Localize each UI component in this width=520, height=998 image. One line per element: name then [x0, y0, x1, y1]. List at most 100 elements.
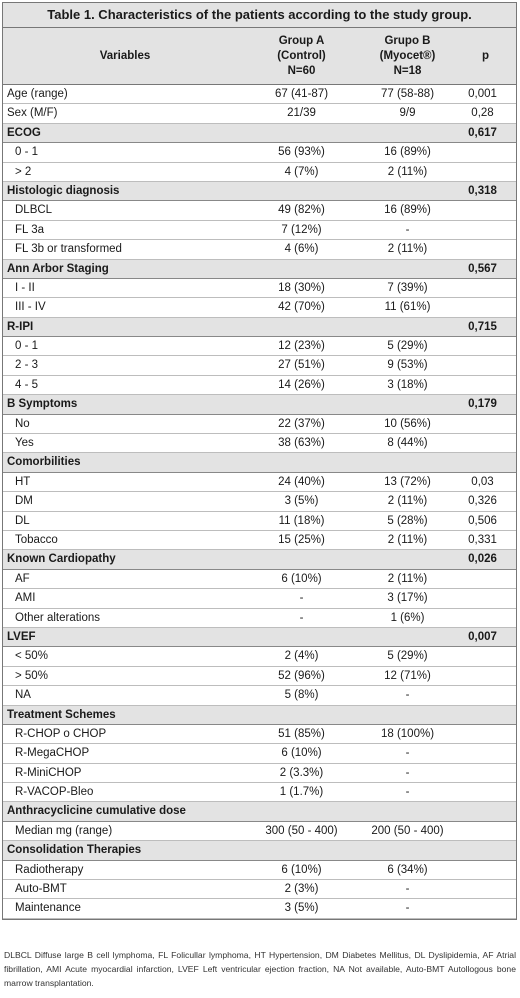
group-b-value: 9/9	[399, 107, 416, 120]
table-row: Median mg (range) 300 (50 - 400) 200 (50 -…	[3, 822, 516, 842]
group-a-value: 300 (50 - 400)	[265, 824, 338, 837]
footnote-line: ventricular ejection fraction, NA Not av…	[4, 964, 516, 988]
group-b-value: 2 (11%)	[387, 243, 428, 256]
table-row: 0 - 1 12 (23%) 5 (29%)	[3, 337, 516, 357]
group-b-value: -	[405, 223, 410, 236]
group-a-value	[243, 453, 360, 471]
row-label: R-IPI	[7, 320, 34, 333]
group-b-value: 5 (29%)	[387, 340, 428, 353]
table-row: DM 3 (5%) 2 (11%) 0,326	[3, 492, 516, 512]
table-row: FL 3a 7 (12%) -	[3, 221, 516, 241]
row-label: AF	[15, 572, 30, 585]
p-value	[455, 899, 516, 917]
group-b-value: 1 (6%)	[390, 611, 425, 624]
table-body: Age (range) 67 (41-87) 77 (58-88) 0,001 Sex …	[3, 85, 516, 919]
p-value: 0,617	[468, 126, 497, 139]
group-a-value: 14 (26%)	[278, 378, 325, 391]
table-row: AMI - 3 (17%)	[3, 589, 516, 609]
table-section-row: Treatment Schemes	[3, 705, 516, 725]
group-b-value	[360, 802, 455, 820]
table-row: Sex (M/F) 21/39 9/9 0,28	[3, 104, 516, 124]
table-row: 4 - 5 14 (26%) 3 (18%)	[3, 376, 516, 396]
p-value	[455, 647, 516, 665]
header-p: p	[481, 49, 490, 62]
group-b-value	[360, 182, 455, 200]
row-label: LVEF	[7, 630, 36, 643]
row-label: NA	[15, 689, 31, 702]
table-section-row: Known Cardiopathy 0,026	[3, 550, 516, 570]
row-label: FL 3a	[15, 223, 44, 236]
p-value	[455, 667, 516, 685]
group-b-value: -	[405, 902, 410, 915]
p-value: 0,179	[468, 398, 497, 411]
row-label: III - IV	[15, 301, 46, 314]
group-a-value	[243, 802, 360, 820]
group-b-value	[360, 395, 455, 413]
group-b-value: 6 (34%)	[387, 863, 428, 876]
p-value	[455, 609, 516, 627]
row-label: FL 3b or transformed	[15, 243, 122, 256]
table-row: Tobacco 15 (25%) 2 (11%) 0,331	[3, 531, 516, 551]
group-b-value: 3 (18%)	[387, 378, 428, 391]
table-row: DLBCL 49 (82%) 16 (89%)	[3, 201, 516, 221]
group-b-value: 13 (72%)	[384, 475, 431, 488]
row-label: 0 - 1	[15, 146, 39, 159]
group-b-value	[360, 550, 455, 568]
group-a-value: 12 (23%)	[278, 340, 325, 353]
group-b-value: 16 (89%)	[384, 204, 431, 217]
table-row: No 22 (37%) 10 (56%)	[3, 415, 516, 435]
header-group-a-line: (Control)	[277, 49, 326, 62]
table-row: R-MegaCHOP 6 (10%) -	[3, 744, 516, 764]
row-label: DL	[15, 514, 30, 527]
row-label: 0 - 1	[15, 340, 39, 353]
group-b-value: 5 (29%)	[387, 650, 428, 663]
group-a-value: 2 (3.3%)	[279, 766, 324, 779]
group-b-value	[360, 318, 455, 336]
table-section-row: Consolidation Therapies	[3, 841, 516, 861]
row-label: Known Cardiopathy	[7, 553, 116, 566]
table-row: R-VACOP-Bleo 1 (1.7%) -	[3, 783, 516, 803]
group-a-value	[243, 182, 360, 200]
group-a-value	[243, 395, 360, 413]
p-value: 0,007	[468, 630, 497, 643]
footnote-line: DLBCL Diffuse large B cell lymphoma, FL …	[4, 950, 377, 960]
group-b-value: -	[405, 766, 410, 779]
table-row: Auto-BMT 2 (3%) -	[3, 880, 516, 900]
row-label: ECOG	[7, 126, 41, 139]
p-value	[455, 686, 516, 704]
row-label: R-VACOP-Bleo	[15, 786, 94, 799]
group-a-value: 22 (37%)	[278, 417, 325, 430]
table-section-row: B Symptoms 0,179	[3, 395, 516, 415]
p-value	[455, 589, 516, 607]
group-a-value: 49 (82%)	[278, 204, 325, 217]
group-a-value	[243, 260, 360, 278]
table-section-row: Anthracyclicine cumulative dose	[3, 802, 516, 822]
group-b-value: 2 (11%)	[387, 495, 428, 508]
p-value	[455, 279, 516, 297]
group-a-value: 1 (1.7%)	[279, 786, 324, 799]
group-a-value: 18 (30%)	[278, 281, 325, 294]
row-label: Other alterations	[15, 611, 101, 624]
group-a-value: -	[299, 592, 304, 605]
row-label: AMI	[15, 592, 36, 605]
table-section-row: Ann Arbor Staging 0,567	[3, 259, 516, 279]
group-a-value: 4 (6%)	[284, 243, 319, 256]
group-b-value: 11 (61%)	[384, 301, 431, 314]
p-value	[455, 201, 516, 219]
group-a-value	[243, 550, 360, 568]
group-a-value: 2 (3%)	[284, 883, 319, 896]
group-a-value	[243, 318, 360, 336]
group-b-value: 18 (100%)	[380, 727, 435, 740]
p-value	[455, 764, 516, 782]
group-a-value: -	[299, 611, 304, 624]
table-row: > 2 4 (7%) 2 (11%)	[3, 163, 516, 182]
table-section-row: R-IPI 0,715	[3, 317, 516, 338]
row-label: Maintenance	[15, 902, 81, 915]
table-row: AF 6 (10%) 2 (11%)	[3, 570, 516, 590]
table-row: R-CHOP o CHOP 51 (85%) 18 (100%)	[3, 725, 516, 745]
group-a-value: 38 (63%)	[278, 437, 325, 450]
p-value	[455, 143, 516, 161]
table-row: NA 5 (8%) -	[3, 686, 516, 706]
p-value: 0,326	[468, 495, 497, 508]
table-row: > 50% 52 (96%) 12 (71%)	[3, 667, 516, 687]
